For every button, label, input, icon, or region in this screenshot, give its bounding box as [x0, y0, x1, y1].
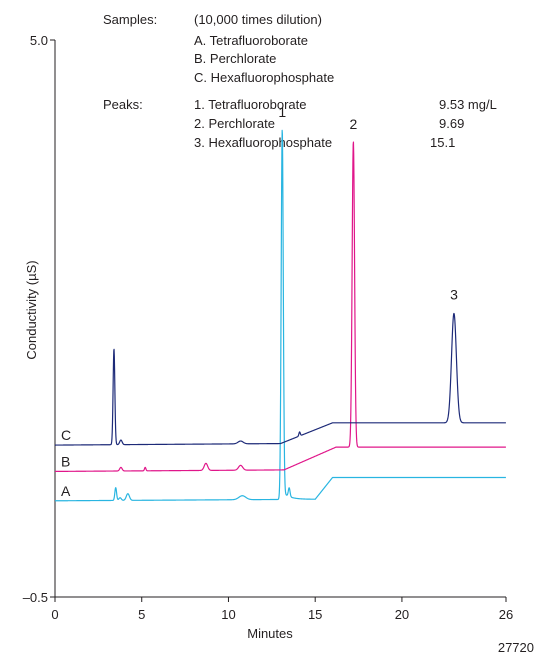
peak-3-name: 3. Hexafluorophosphate	[194, 135, 332, 150]
trace-b	[54, 141, 507, 473]
x-tick-label: 10	[221, 607, 235, 622]
peaks-label: Peaks:	[103, 97, 143, 112]
peak-1-value: 9.53 mg/L	[439, 97, 497, 112]
chromatogram-traces	[54, 129, 507, 502]
peak-label-3: 3	[450, 286, 458, 302]
peak-number-labels: 1 2 3	[278, 104, 458, 302]
x-axis-title: Minutes	[247, 626, 293, 641]
x-tick-label: 0	[51, 607, 58, 622]
peak-label-1: 1	[278, 104, 286, 120]
samples-line-b: B. Perchlorate	[194, 51, 276, 66]
trace-label-a: A	[61, 483, 71, 499]
x-tick-label: 26	[499, 607, 513, 622]
trace-c	[54, 312, 507, 446]
x-tick-label: 15	[308, 607, 322, 622]
trace-label-c: C	[61, 427, 71, 443]
trace-labels: ABC	[61, 427, 71, 499]
samples-line-a: A. Tetrafluoroborate	[194, 33, 308, 48]
figure-id: 27720	[498, 640, 534, 655]
samples-line-dilution: (10,000 times dilution)	[194, 12, 322, 27]
trace-a	[54, 129, 507, 502]
peak-1-name: 1. Tetrafluoroborate	[194, 97, 307, 112]
peak-3-value: 15.1	[430, 135, 455, 150]
y-axis-title: Conductivity (µS)	[24, 260, 39, 359]
trace-label-b: B	[61, 453, 70, 469]
samples-line-c: C. Hexafluorophosphate	[194, 70, 334, 85]
y-tick-label: 5.0	[30, 33, 48, 48]
x-tick-label: 20	[395, 607, 409, 622]
axis-ticks: 0 5 10 15 20 26 5.0 –0.5	[23, 33, 514, 622]
peak-2-value: 9.69	[439, 116, 464, 131]
y-tick-label: –0.5	[23, 590, 48, 605]
peak-2-name: 2. Perchlorate	[194, 116, 275, 131]
samples-label: Samples:	[103, 12, 157, 27]
peak-label-2: 2	[349, 116, 357, 132]
x-tick-label: 5	[138, 607, 145, 622]
